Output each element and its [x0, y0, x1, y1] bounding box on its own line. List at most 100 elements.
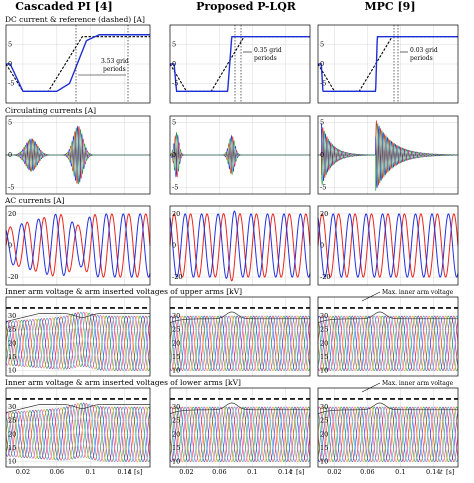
column-title-mpc: MPC [9]	[364, 0, 415, 13]
ytick-label-circ-mpc-0: -5	[320, 184, 326, 192]
arm-voltage-line-upper-mpc-5	[317, 315, 459, 371]
ytick-label-ac-pi-0: -20	[8, 273, 18, 281]
ytick-label-dc-mpc-1: 0	[320, 60, 324, 68]
xtick-label-mpc-1: 0.06	[360, 468, 374, 476]
annotation-max-voltage-upper: Max. inner arm voltage	[382, 289, 454, 296]
ytick-label-upper-pi-2: 20	[8, 339, 16, 347]
ytick-label-upper-mpc-1: 15	[320, 353, 328, 361]
xtick-label-pi-0: 0.02	[16, 468, 30, 476]
annotation-mpc-dc-2: periods	[410, 55, 433, 62]
arm-voltage-line-lower-pi-5	[5, 403, 151, 462]
arm-voltage-line-lower-mpc-5	[317, 406, 459, 462]
ac-current-line-lqr-1	[169, 210, 311, 279]
inner-voltage-line-upper-lqr	[169, 311, 310, 324]
row-title-lower: Inner arm voltage & arm inserted voltage…	[5, 378, 241, 387]
ytick-label-upper-lqr-2: 20	[172, 339, 180, 347]
max-voltage-pointer-lower	[361, 382, 381, 393]
xtick-label-pi-1: 0.06	[50, 468, 64, 476]
ytick-label-ac-mpc-2: 20	[320, 210, 328, 218]
ytick-label-dc-lqr-0: -5	[172, 80, 178, 88]
ytick-label-upper-pi-1: 15	[8, 353, 16, 361]
axes-frame-dc-lqr	[169, 24, 311, 104]
axes-frame-lower-mpc	[317, 387, 459, 468]
inner-voltage-line-lower-pi	[5, 403, 150, 413]
row-title-ac: AC currents [A]	[4, 196, 65, 205]
arm-voltage-line-upper-lqr-4	[169, 315, 311, 371]
annotation-max-voltage-lower: Max. inner arm voltage	[382, 380, 454, 387]
ytick-label-lower-pi-0: 10	[8, 458, 16, 466]
ytick-label-dc-lqr-1: 0	[172, 60, 176, 68]
row-title-dc: DC current & reference (dashed) [A]	[5, 15, 145, 24]
axes-bg-lower-lqr	[170, 388, 310, 467]
xtick-label-lqr-1: 0.06	[212, 468, 226, 476]
ytick-label-lower-mpc-4: 30	[320, 403, 328, 411]
row-title-upper: Inner arm voltage & arm inserted voltage…	[5, 287, 242, 296]
ytick-label-upper-pi-3: 25	[8, 326, 16, 334]
xlabel-t-mpc: t	[440, 468, 443, 476]
ytick-label-ac-pi-2: 20	[8, 210, 16, 218]
axes-bg-upper-pi	[6, 297, 150, 376]
axes-frame-circ-pi	[5, 115, 151, 195]
annotation-pi-dc-2: periods	[103, 66, 126, 73]
axes-bg-upper-mpc	[318, 297, 458, 376]
ytick-label-lower-lqr-1: 15	[172, 444, 180, 452]
axes-bg-lower-pi	[6, 388, 150, 467]
axes-frame-circ-lqr	[169, 115, 311, 195]
dc-current-line-lqr	[170, 36, 310, 92]
ytick-label-lower-mpc-3: 25	[320, 417, 328, 425]
ytick-label-upper-lqr-4: 30	[172, 312, 180, 320]
ytick-label-lower-pi-2: 20	[8, 430, 16, 438]
ytick-label-lower-lqr-4: 30	[172, 403, 180, 411]
ytick-label-lower-lqr-3: 25	[172, 417, 180, 425]
ytick-label-circ-pi-1: 0	[8, 151, 12, 159]
dc-current-line-mpc	[318, 36, 458, 92]
xtick-label-lqr-3: 0.14	[278, 468, 292, 476]
ytick-label-upper-mpc-3: 25	[320, 326, 328, 334]
column-title-lqr: Proposed P-LQR	[196, 0, 297, 13]
axes-frame-ac-lqr	[169, 205, 311, 286]
xlabel-t-lqr: t	[290, 468, 293, 476]
circulating-current-line-mpc-2	[318, 123, 459, 191]
inner-voltage-line-upper-pi	[5, 312, 150, 322]
ytick-label-dc-pi-0: -5	[8, 80, 14, 88]
ytick-label-upper-lqr-3: 25	[172, 326, 180, 334]
arm-voltage-line-lower-mpc-4	[317, 406, 459, 462]
ac-current-line-pi-1	[5, 213, 151, 278]
ytick-label-ac-lqr-0: -20	[172, 273, 182, 281]
axes-frame-dc-mpc	[317, 24, 459, 104]
ytick-label-lower-mpc-2: 20	[320, 430, 328, 438]
xtick-label-pi-3: 0.14	[117, 468, 131, 476]
annotation-lqr-dc-2: periods	[254, 55, 277, 62]
ytick-label-ac-mpc-1: 0	[320, 242, 324, 250]
axes-frame-upper-lqr	[169, 296, 311, 377]
ytick-label-ac-lqr-2: 20	[172, 210, 180, 218]
ytick-label-upper-mpc-4: 30	[320, 312, 328, 320]
ytick-label-dc-lqr-2: 5	[172, 41, 176, 49]
xlabel-unit-mpc: [s]	[446, 468, 454, 476]
xtick-label-pi-2: 0.1	[86, 468, 96, 476]
arm-voltage-line-lower-lqr-4	[169, 406, 311, 462]
column-title-pi: Cascaded PI [4]	[15, 0, 112, 13]
max-voltage-pointer-upper	[361, 291, 381, 302]
ytick-label-circ-mpc-2: 5	[320, 119, 324, 127]
ytick-label-dc-pi-2: 5	[8, 41, 12, 49]
inner-voltage-line-upper-mpc	[317, 311, 458, 324]
ytick-label-upper-mpc-0: 10	[320, 367, 328, 375]
ytick-label-dc-mpc-0: -5	[320, 80, 326, 88]
axes-frame-ac-pi	[5, 205, 151, 286]
annotation-lqr-dc-1: 0.35 grid	[254, 47, 282, 54]
ytick-label-lower-lqr-2: 20	[172, 430, 180, 438]
xtick-label-mpc-0: 0.02	[327, 468, 341, 476]
axes-bg-lower-mpc	[318, 388, 458, 467]
reference-line-pi	[5, 36, 150, 92]
xlabel-unit-lqr: [s]	[296, 468, 304, 476]
ytick-label-circ-lqr-1: 0	[172, 151, 176, 159]
ytick-label-lower-lqr-0: 10	[172, 458, 180, 466]
ytick-label-ac-lqr-1: 0	[172, 242, 176, 250]
xlabel-unit-pi: [s]	[134, 468, 142, 476]
dc-current-line-pi	[6, 34, 150, 92]
reference-line-mpc	[317, 36, 458, 92]
axes-frame-upper-pi	[5, 296, 151, 377]
